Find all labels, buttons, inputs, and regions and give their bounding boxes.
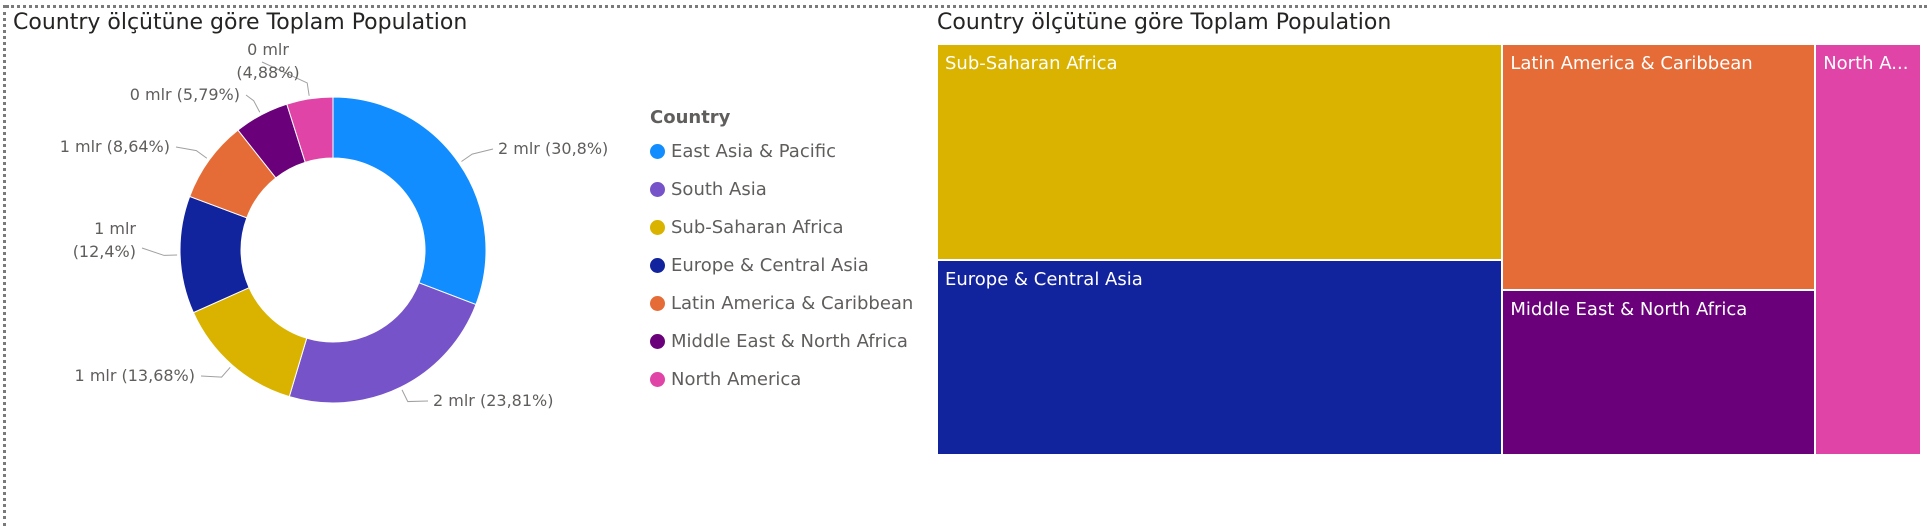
donut-leader-line xyxy=(200,367,231,378)
legend-marker xyxy=(650,295,665,311)
legend-label: Europe & Central Asia xyxy=(671,254,869,276)
legend-item[interactable]: Middle East & North Africa xyxy=(650,322,913,360)
visual-container-border-left xyxy=(3,5,6,526)
treemap-visual[interactable]: Country ölçütüne göre Toplam Population … xyxy=(930,0,1927,526)
treemap-title: Country ölçütüne göre Toplam Population xyxy=(937,10,1392,35)
donut-leader-line xyxy=(245,94,261,113)
donut-chart-visual[interactable]: Country ölçütüne göre Toplam Population … xyxy=(0,0,930,526)
legend-title: Country xyxy=(650,107,731,128)
legend-item[interactable]: East Asia & Pacific xyxy=(650,132,913,170)
treemap-tile-label: North A... xyxy=(1823,53,1909,74)
donut-leader-line xyxy=(141,247,178,256)
legend-item[interactable]: Latin America & Caribbean xyxy=(650,284,913,322)
treemap-tile-label: Europe & Central Asia xyxy=(945,268,1143,290)
treemap-plot-area: Sub-Saharan Africa Europe & Central Asia L… xyxy=(937,44,1921,455)
treemap-tile-sub-saharan-africa[interactable]: Sub-Saharan Africa xyxy=(937,44,1503,260)
legend-item[interactable]: Europe & Central Asia xyxy=(650,246,913,284)
donut-data-label: 1 mlr (12,4%) xyxy=(73,219,137,261)
treemap-tile-north-america[interactable]: North A... xyxy=(1815,44,1921,455)
legend-label: Latin America & Caribbean xyxy=(671,292,914,314)
treemap-tile-middle-east-north-africa[interactable]: Middle East & North Africa xyxy=(1502,290,1816,455)
legend-marker xyxy=(650,257,665,273)
treemap-tile-label: Latin America & Caribbean xyxy=(1510,53,1753,74)
donut-chart-title: Country ölçütüne göre Toplam Population xyxy=(13,10,468,35)
legend-item[interactable]: Sub-Saharan Africa xyxy=(650,208,913,246)
legend-label: South Asia xyxy=(671,178,767,200)
donut-legend: Country East Asia & Pacific South Asia Sub… xyxy=(650,104,913,398)
legend-label: East Asia & Pacific xyxy=(671,140,836,162)
treemap-tile-label: Sub-Saharan Africa xyxy=(945,53,1118,74)
donut-leader-line xyxy=(461,148,494,162)
donut-data-label: 2 mlr (30,8%) xyxy=(498,139,608,158)
legend-marker xyxy=(650,219,665,235)
donut-data-label: 2 mlr (23,81%) xyxy=(433,391,553,410)
treemap-tile-latin-america-caribbean[interactable]: Latin America & Caribbean xyxy=(1502,44,1816,291)
donut-slice-north-america[interactable] xyxy=(286,96,334,163)
legend-label: Middle East & North Africa xyxy=(671,330,908,352)
donut-data-label: 0 mlr (5,79%) xyxy=(130,85,240,104)
legend-marker xyxy=(650,143,665,159)
donut-leader-line xyxy=(401,389,429,403)
visual-container-border-top xyxy=(6,5,1927,8)
donut-leader-line xyxy=(261,61,310,96)
legend-marker xyxy=(650,181,665,197)
legend-label: Sub-Saharan Africa xyxy=(671,216,844,238)
donut-slice-east-asia-pacific[interactable] xyxy=(332,96,487,306)
legend-label: North America xyxy=(671,368,802,390)
legend-item[interactable]: North America xyxy=(650,360,913,398)
treemap-tile-label: Middle East & North Africa xyxy=(1510,299,1748,321)
donut-data-label: 1 mlr (13,68%) xyxy=(75,366,195,385)
donut-slice-south-asia[interactable] xyxy=(288,282,477,404)
donut-leader-line xyxy=(175,146,208,159)
treemap-tile-europe-central-asia[interactable]: Europe & Central Asia xyxy=(937,259,1503,455)
donut-data-label: 1 mlr (8,64%) xyxy=(60,137,170,156)
donut-data-label: 0 mlr (4,88%) xyxy=(236,40,299,82)
legend-marker xyxy=(650,333,665,349)
legend-marker xyxy=(650,371,665,387)
donut-chart-svg: 2 mlr (30,8%) 2 mlr (23,81%) 1 mlr (13,68%… xyxy=(60,40,609,410)
legend-item[interactable]: South Asia xyxy=(650,170,913,208)
